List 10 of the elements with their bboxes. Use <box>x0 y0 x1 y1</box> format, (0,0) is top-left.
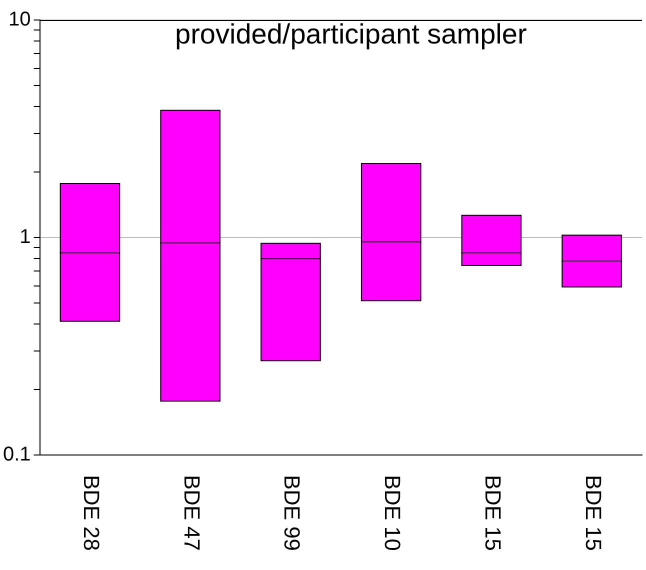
y-tick-label: 1 <box>20 226 31 248</box>
x-tick-label: BDE 15 <box>580 475 606 551</box>
y-tick-label: 10 <box>8 8 31 31</box>
x-tick-label: BDE 28 <box>78 475 104 551</box>
y-tick-label: 0.1 <box>2 444 31 466</box>
x-tick-label: BDE 99 <box>280 475 305 551</box>
x-tick-label: BDE 15 <box>480 475 506 551</box>
x-tick-label: BDE 47 <box>179 475 204 551</box>
x-tick-label: BDE 10 <box>380 475 406 551</box>
chart-title: provided/participant sampler <box>175 18 527 50</box>
